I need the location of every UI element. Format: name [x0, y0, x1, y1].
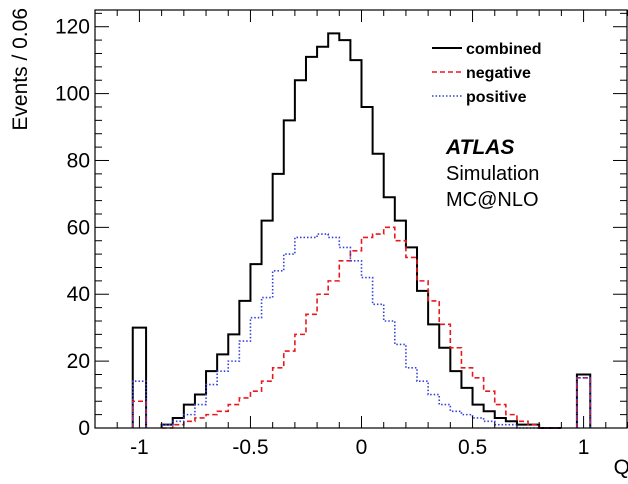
x-tick-label: -1 — [130, 436, 149, 459]
series-positive-bin-at-minus-1 — [131, 380, 147, 428]
y-tick-label: 80 — [67, 149, 90, 172]
x-tick-label: -0.5 — [232, 436, 268, 459]
legend-label-combined: combined — [466, 41, 542, 58]
x-axis-label: Q — [614, 456, 628, 479]
y-tick-label: 60 — [67, 216, 90, 239]
y-axis-label: Events / 0.06 — [9, 8, 32, 131]
y-tick-label: 100 — [55, 83, 90, 106]
series-negative-bin-at-minus-1 — [131, 400, 147, 428]
y-tick-label: 0 — [78, 417, 90, 440]
legend-label-positive: positive — [466, 89, 527, 106]
y-tick-label: 40 — [67, 283, 90, 306]
series-positive-line — [160, 233, 562, 429]
legend: combined negative positive — [432, 41, 542, 106]
atlas-label: ATLAS — [445, 136, 514, 159]
series-negative-line — [161, 226, 562, 429]
legend-label-negative: negative — [466, 65, 531, 82]
simulation-label: Simulation — [446, 163, 539, 185]
y-tick-label: 120 — [55, 16, 90, 39]
x-tick-label: 1 — [578, 436, 590, 459]
y-tick-label: 20 — [67, 350, 90, 373]
series-group — [131, 32, 592, 429]
series-combined-line — [160, 32, 562, 429]
x-tick-label: 0.5 — [458, 436, 487, 459]
x-tick-label: 0 — [356, 436, 368, 459]
generator-label: MC@NLO — [446, 189, 539, 211]
series-combined-bin-at-minus-1 — [131, 326, 148, 428]
series-positive-bin-at-plus-1 — [576, 377, 592, 428]
tick-labels: -1 -0.5 0 0.5 1 0 20 40 60 80 100 120 — [55, 16, 589, 459]
axis-ticks — [94, 10, 628, 429]
